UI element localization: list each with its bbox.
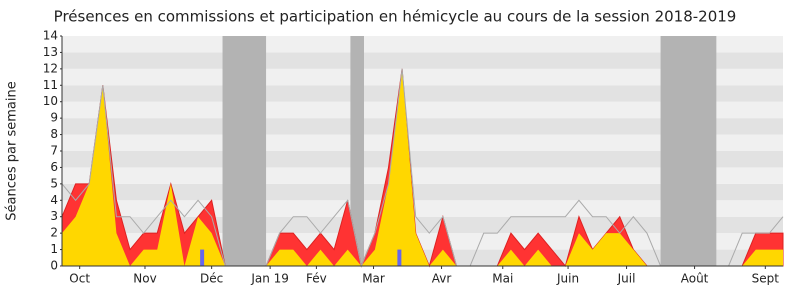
y-tick-label: 5 [50,176,58,190]
y-tick-label: 2 [50,226,58,240]
x-tick-label: Nov [133,272,156,286]
y-tick-label: 10 [43,94,58,108]
y-tick-label: 6 [50,160,58,174]
y-tick-label: 14 [43,29,58,43]
vacation-band [350,36,365,266]
y-tick-label: 13 [43,45,58,59]
x-tick-label: Sept [752,272,780,286]
y-tick-label: 1 [50,242,58,256]
vacation-band [222,36,267,266]
y-tick-label: 3 [50,209,58,223]
x-tick-label: Fév [306,272,327,286]
x-tick-label: Mar [362,272,385,286]
y-axis-label: Séances par semaine [5,81,20,220]
bar [397,249,402,266]
x-tick-label: Oct [69,272,90,286]
y-tick-label: 12 [43,61,58,75]
x-tick-label: Mai [492,272,513,286]
x-tick-label: Avr [432,272,452,286]
y-tick-label: 0 [50,259,58,273]
y-tick-label: 9 [50,111,58,125]
bar [200,249,205,266]
y-tick-label: 4 [50,193,58,207]
y-tick-label: 11 [43,78,58,92]
y-tick-label: 8 [50,127,58,141]
x-tick-label: Juin [556,272,579,286]
x-tick-label: Juil [617,272,636,286]
x-tick-label: Déc [200,272,223,286]
x-tick-label: Août [681,272,709,286]
y-tick-label: 7 [50,144,58,158]
vacation-band [660,36,717,266]
chart-title: Présences en commissions et participatio… [54,8,737,26]
x-tick-label: Jan 19 [250,272,289,286]
